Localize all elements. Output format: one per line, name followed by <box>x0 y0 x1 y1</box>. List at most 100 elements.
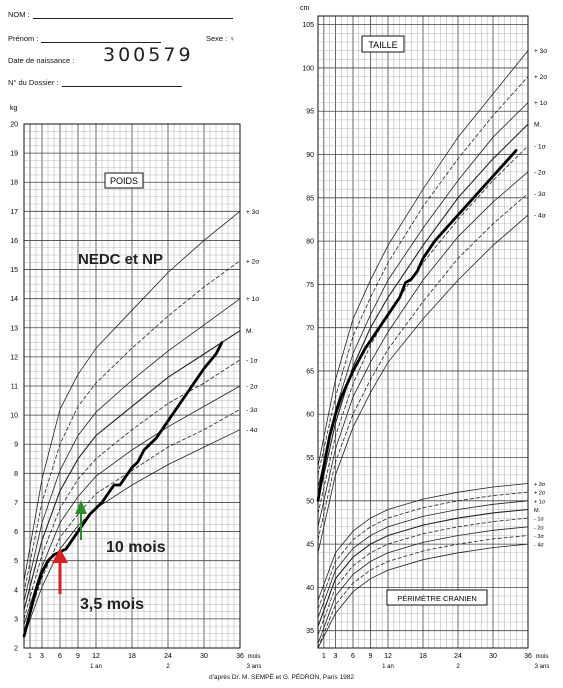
reference-curve-line <box>23 408 241 631</box>
height-x-sublabel: 3 ans <box>535 664 550 670</box>
weight-y-tick-label: 4 <box>14 587 18 594</box>
prenom-field: Prénom : <box>8 34 162 43</box>
height-y-tick-label: 55 <box>306 455 314 462</box>
reference-curve-line <box>317 526 529 644</box>
height-y-tick-label: 65 <box>306 368 314 375</box>
height-x-sublabel: 1 an <box>382 664 394 670</box>
height-y-tick-label: 70 <box>306 325 314 332</box>
reference-curve-line <box>317 500 529 618</box>
patient-data-point <box>28 611 32 615</box>
weight-y-tick-label: 8 <box>14 471 18 478</box>
patient-data-point <box>480 187 483 191</box>
reference-curve-line <box>317 76 529 475</box>
patient-data-point <box>363 348 366 351</box>
weight-patient-series <box>22 341 224 638</box>
patient-data-point <box>421 257 425 260</box>
height-reference-curves <box>317 50 529 553</box>
height-x-tick-label: 3 <box>334 653 338 660</box>
patient-data-point <box>410 277 413 281</box>
green-arrow-head <box>75 500 87 514</box>
sd-label: + 1σ <box>534 100 547 107</box>
height-y-tick-label: 95 <box>306 109 314 116</box>
height-x-tick-label: 36 <box>524 653 532 660</box>
weight-title-box <box>104 172 144 189</box>
patient-data-point <box>328 434 331 438</box>
sd-label: + 2σ <box>534 491 546 497</box>
hc-title-box <box>386 589 488 606</box>
height-y-tick-label: 85 <box>306 195 314 202</box>
sd-label: - 4σ <box>534 543 544 549</box>
dossier-label: N° du Dossier : <box>8 78 59 87</box>
height-x-tick-label: 12 <box>384 653 392 660</box>
weight-y-tick-label: 20 <box>10 122 18 129</box>
weight-y-tick-label: 5 <box>14 558 18 565</box>
height-y-tick-label: 40 <box>306 585 314 592</box>
patient-data-point <box>202 367 206 370</box>
weight-x-tick-label: 9 <box>76 653 80 660</box>
weight-y-tick-label: 18 <box>10 180 18 187</box>
patient-data-point <box>34 588 38 591</box>
dob-handwritten-value: 300579 <box>103 44 194 66</box>
sexe-field: Sexe : ♀ <box>206 34 235 43</box>
sd-label: - 3σ <box>534 191 546 198</box>
credit-footer: d'après Dr. M. SEMPÉ et G. PÉDRON, Paris… <box>208 674 354 681</box>
patient-data-point <box>445 226 448 230</box>
height-y-tick-label: 50 <box>306 498 314 505</box>
sd-label: + 1σ <box>246 296 259 303</box>
height-y-tick-label: 75 <box>306 282 314 289</box>
reference-curve-line <box>317 50 529 467</box>
weight-y-tick-label: 9 <box>14 442 18 449</box>
weight-x-tick-label: 30 <box>200 653 208 660</box>
patient-data-point <box>112 483 116 487</box>
weight-y-tick-label: 6 <box>14 529 18 536</box>
height-x-tick-label: 6 <box>351 653 355 660</box>
reference-curve-line <box>317 535 529 649</box>
weight-x-tick-label: 3 <box>40 653 44 660</box>
height-x-tick-label: 9 <box>369 653 373 660</box>
height-patient-series <box>316 148 518 503</box>
weight-y-tick-label: 13 <box>10 325 18 332</box>
weight-y-tick-label: 15 <box>10 267 18 274</box>
sd-label: - 1σ <box>534 143 546 150</box>
patient-data-point <box>82 521 86 525</box>
reference-curve-line <box>317 508 529 627</box>
height-y-tick-label: 45 <box>306 542 314 549</box>
sd-label: - 1σ <box>246 357 258 364</box>
height-x-unit: mois <box>536 654 549 660</box>
patient-data-point <box>142 448 146 452</box>
height-x-tick-label: 1 <box>322 653 326 660</box>
reference-curve-line <box>317 214 529 553</box>
weight-y-tick-label: 19 <box>10 151 18 158</box>
patient-growth-line <box>22 341 224 637</box>
reference-curve-line <box>317 543 529 649</box>
height-y-tick-label: 90 <box>306 152 314 159</box>
patient-data-point <box>130 466 134 469</box>
patient-data-point <box>433 239 436 243</box>
reference-curve-line <box>23 210 241 582</box>
reference-curve-line <box>23 385 241 625</box>
patient-data-point <box>220 341 224 344</box>
reference-curve-line <box>23 359 241 620</box>
patient-data-point <box>351 369 355 373</box>
sd-label: + 3σ <box>534 48 547 55</box>
sd-label: M. <box>534 508 541 514</box>
height-chart-grid <box>317 15 529 649</box>
reference-curve-line <box>317 171 529 527</box>
height-unit: cm <box>300 5 310 12</box>
dob-label: Date de naissance : <box>8 56 75 65</box>
weight-y-tick-label: 10 <box>10 413 18 420</box>
patient-data-point <box>316 499 320 503</box>
patient-data-point <box>154 437 158 440</box>
height-chart-title: TAILLE <box>368 40 397 50</box>
patient-data-point <box>386 313 390 316</box>
dossier-field: N° du Dossier : <box>8 78 182 87</box>
height-y-tick-label: 35 <box>306 628 314 635</box>
sd-label: - 2σ <box>534 169 546 176</box>
weight-y-tick-label: 7 <box>14 500 18 507</box>
weight-x-tick-label: 18 <box>128 653 136 660</box>
arrow-3-5-mois-label: 3,5 mois <box>80 596 144 613</box>
weight-y-tick-label: 12 <box>10 354 18 361</box>
weight-reference-curves <box>23 210 241 637</box>
reference-curve-line <box>317 123 529 501</box>
patient-data-point <box>503 161 506 165</box>
